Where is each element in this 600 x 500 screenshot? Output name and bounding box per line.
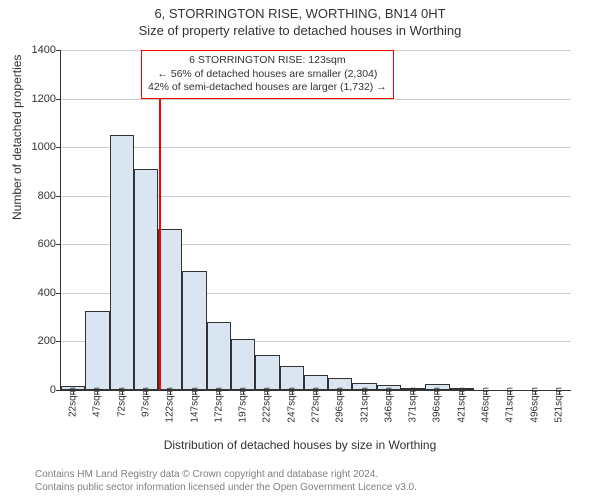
histogram-bar	[255, 355, 279, 390]
xtick-label: 396sqm	[432, 387, 443, 423]
xtick-label: 197sqm	[238, 387, 249, 423]
histogram-bar	[182, 271, 206, 390]
ytick-mark	[56, 293, 61, 294]
xtick-label: 421sqm	[456, 387, 467, 423]
xtick-label: 122sqm	[165, 387, 176, 423]
xtick-label: 296sqm	[335, 387, 346, 423]
ytick-mark	[56, 50, 61, 51]
ytick-label: 0	[21, 384, 56, 396]
plot-region: 020040060080010001200140022sqm47sqm72sqm…	[60, 50, 571, 391]
xtick-label: 521sqm	[553, 387, 564, 423]
ytick-mark	[56, 196, 61, 197]
footer-line-1: Contains HM Land Registry data © Crown c…	[35, 468, 417, 481]
ytick-mark	[56, 390, 61, 391]
gridline	[61, 147, 571, 148]
x-axis-label: Distribution of detached houses by size …	[0, 438, 600, 452]
ytick-mark	[56, 147, 61, 148]
ytick-label: 400	[21, 287, 56, 299]
xtick-label: 471sqm	[505, 387, 516, 423]
xtick-label: 222sqm	[262, 387, 273, 423]
marker-line	[159, 50, 161, 390]
xtick-label: 172sqm	[213, 387, 224, 423]
histogram-bar	[110, 135, 134, 390]
xtick-label: 147sqm	[189, 387, 200, 423]
xtick-label: 321sqm	[359, 387, 370, 423]
xtick-label: 22sqm	[68, 387, 79, 417]
xtick-label: 97sqm	[141, 387, 152, 417]
ytick-label: 800	[21, 190, 56, 202]
ytick-label: 1400	[21, 44, 56, 56]
histogram-bar	[85, 311, 109, 390]
xtick-label: 272sqm	[311, 387, 322, 423]
ytick-mark	[56, 244, 61, 245]
histogram-bar	[231, 339, 255, 390]
ytick-label: 1000	[21, 141, 56, 153]
ytick-label: 1200	[21, 93, 56, 105]
annotation-line: 6 STORRINGTON RISE: 123sqm	[148, 54, 387, 68]
footer-attribution: Contains HM Land Registry data © Crown c…	[35, 468, 417, 494]
xtick-label: 72sqm	[116, 387, 127, 417]
footer-line-2: Contains public sector information licen…	[35, 481, 417, 494]
annotation-box: 6 STORRINGTON RISE: 123sqm← 56% of detac…	[141, 50, 394, 99]
xtick-label: 346sqm	[383, 387, 394, 423]
histogram-bar	[158, 229, 182, 391]
xtick-label: 371sqm	[408, 387, 419, 423]
ytick-label: 600	[21, 238, 56, 250]
annotation-line: 42% of semi-detached houses are larger (…	[148, 81, 387, 95]
chart-container: 6, STORRINGTON RISE, WORTHING, BN14 0HT …	[0, 0, 600, 500]
ytick-label: 200	[21, 335, 56, 347]
ytick-mark	[56, 99, 61, 100]
annotation-line: ← 56% of detached houses are smaller (2,…	[148, 68, 387, 82]
xtick-label: 496sqm	[529, 387, 540, 423]
histogram-bar	[207, 322, 231, 390]
histogram-bar	[134, 169, 158, 390]
xtick-label: 47sqm	[92, 387, 103, 417]
xtick-label: 247sqm	[286, 387, 297, 423]
ytick-mark	[56, 341, 61, 342]
page-title: 6, STORRINGTON RISE, WORTHING, BN14 0HT	[0, 0, 600, 21]
chart-area: 020040060080010001200140022sqm47sqm72sqm…	[60, 50, 570, 390]
chart-subtitle: Size of property relative to detached ho…	[0, 21, 600, 42]
xtick-label: 446sqm	[481, 387, 492, 423]
